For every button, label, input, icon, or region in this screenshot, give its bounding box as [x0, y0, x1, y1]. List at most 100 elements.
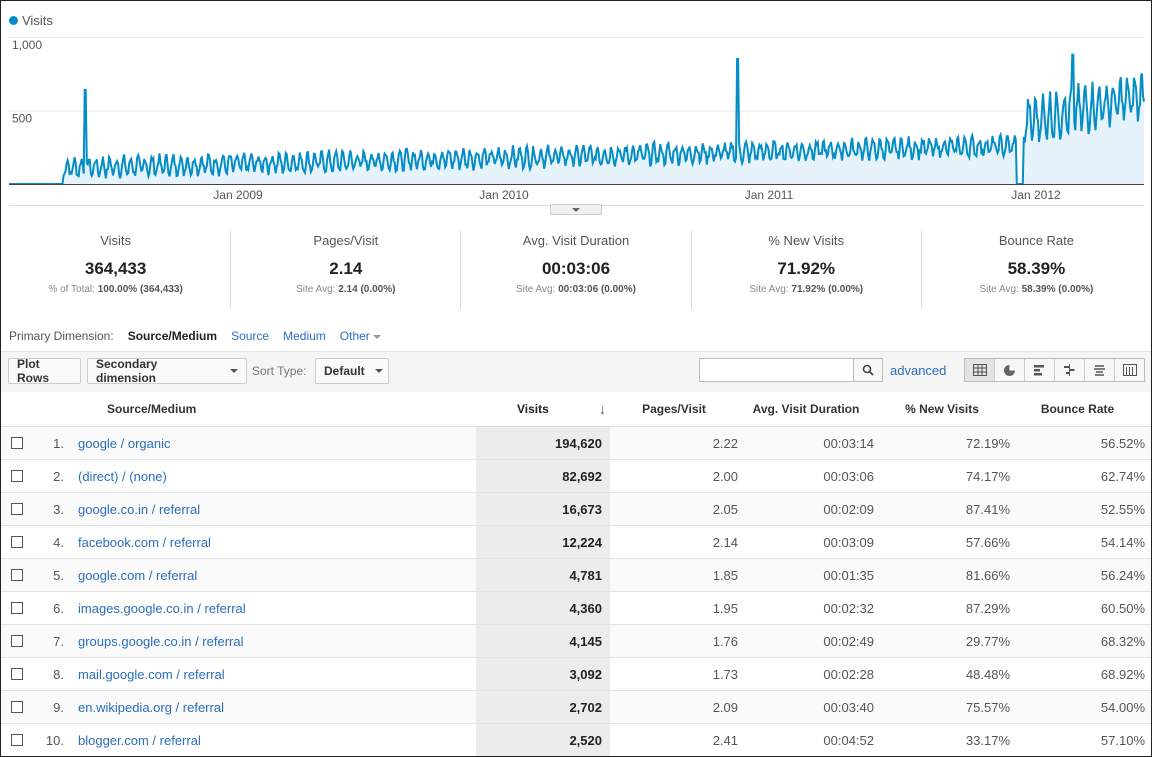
dimension-source-medium[interactable]: Source/Medium	[127, 329, 218, 343]
row-new-visits: 29.77%	[965, 633, 1010, 649]
row-checkbox-cell	[1, 734, 33, 746]
row-source-link[interactable]: facebook.com / referral	[78, 534, 211, 550]
row-new-visits: 75.57%	[965, 699, 1010, 715]
search-button[interactable]	[853, 358, 883, 382]
table-row: 7. groups.google.co.in / referral 4,145 1.7…	[1, 625, 1151, 658]
dimension-source[interactable]: Source	[231, 329, 270, 343]
header-new-visits[interactable]: % New Visits	[905, 402, 979, 416]
row-new-visits: 72.19%	[965, 435, 1010, 451]
row-new-visits: 33.17%	[965, 732, 1010, 748]
row-visits: 82,692	[476, 460, 610, 492]
row-source-link[interactable]: google.co.in / referral	[78, 501, 201, 517]
row-checkbox[interactable]	[11, 569, 23, 581]
chart-legend[interactable]: Visits	[9, 13, 53, 28]
scorecard-bounce-rate[interactable]: Bounce Rate 58.39% Site Avg: 58.39% (0.0…	[922, 231, 1151, 309]
row-bounce-rate: 52.55%	[1100, 501, 1145, 517]
scorecard-value: 71.92%	[777, 259, 836, 278]
row-new-visits: 48.48%	[965, 666, 1010, 682]
chart-collapse-handle[interactable]	[550, 204, 602, 215]
row-checkbox[interactable]	[11, 470, 23, 482]
row-checkbox-cell	[1, 569, 33, 581]
row-avg-duration: 00:02:09	[823, 501, 874, 517]
header-pages-visit[interactable]: Pages/Visit	[642, 402, 706, 416]
row-source-link[interactable]: google / organic	[78, 435, 171, 451]
scorecard-value: 364,433	[84, 259, 147, 278]
visits-chart-svg: 1,000 500 Jan 2009 Jan 2010 Jan 2011 Jan 2012	[9, 37, 1145, 206]
header-avg-duration[interactable]: Avg. Visit Duration	[752, 402, 860, 416]
row-new-visits: 74.17%	[965, 468, 1010, 484]
table-header: Source/Medium Visits ↓ Pages/Visit Avg. V…	[1, 392, 1151, 427]
primary-dimension-bar: Primary Dimension: Source/Medium Source …	[9, 329, 381, 343]
y-tick-label: 500	[12, 112, 32, 126]
pie-view-button[interactable]	[995, 359, 1025, 381]
table-view-button[interactable]	[965, 359, 995, 381]
row-source-link[interactable]: mail.google.com / referral	[78, 666, 225, 682]
sort-desc-icon: ↓	[599, 401, 606, 417]
row-index: 10.	[45, 732, 64, 748]
row-checkbox[interactable]	[11, 635, 23, 647]
row-checkbox[interactable]	[11, 734, 23, 746]
row-visits: 4,360	[476, 592, 610, 624]
scorecard-pages-visit[interactable]: Pages/Visit 2.14 Site Avg: 2.14 (0.00%)	[231, 231, 462, 309]
row-source-link[interactable]: google.com / referral	[78, 567, 198, 583]
row-visits: 2,702	[476, 691, 610, 723]
scorecard-avg-duration[interactable]: Avg. Visit Duration 00:03:06 Site Avg: 0…	[461, 231, 692, 309]
row-visits: 2,520	[476, 724, 610, 756]
pivot-view-button[interactable]	[1115, 359, 1144, 381]
visits-area	[9, 54, 1144, 184]
chevron-down-icon	[572, 207, 580, 212]
term-cloud-view-button[interactable]	[1085, 359, 1115, 381]
row-bounce-rate: 54.14%	[1100, 534, 1145, 550]
legend-label: Visits	[22, 13, 53, 28]
row-source-link[interactable]: en.wikipedia.org / referral	[78, 699, 224, 715]
scorecards: Visits 364,433 % of Total: 100.00% (364,…	[1, 231, 1151, 311]
row-index: 8.	[53, 666, 64, 682]
scorecard-sub: Site Avg: 71.92% (0.00%)	[749, 284, 864, 295]
dimension-medium[interactable]: Medium	[283, 329, 326, 343]
row-checkbox[interactable]	[11, 437, 23, 449]
row-new-visits: 57.66%	[965, 534, 1010, 550]
header-visits[interactable]: Visits ↓	[517, 401, 606, 417]
dimension-other[interactable]: Other	[340, 329, 381, 343]
scorecard-new-visits[interactable]: % New Visits 71.92% Site Avg: 71.92% (0.…	[692, 231, 922, 309]
scorecard-visits[interactable]: Visits 364,433 % of Total: 100.00% (364,…	[1, 231, 232, 309]
row-source-link[interactable]: images.google.co.in / referral	[78, 600, 246, 616]
comparison-view-button[interactable]	[1055, 359, 1085, 381]
row-checkbox[interactable]	[11, 536, 23, 548]
search-input[interactable]	[699, 358, 854, 382]
row-avg-duration: 00:03:06	[823, 468, 874, 484]
row-visits: 4,145	[476, 625, 610, 657]
row-avg-duration: 00:02:49	[823, 633, 874, 649]
row-index: 4.	[53, 534, 64, 550]
sort-type-dropdown[interactable]: Default	[315, 358, 389, 384]
row-checkbox-cell	[1, 635, 33, 647]
row-visits: 4,781	[476, 559, 610, 591]
table-row: 9. en.wikipedia.org / referral 2,702 2.09 00…	[1, 691, 1151, 724]
row-source-link[interactable]: blogger.com / referral	[78, 732, 201, 748]
row-checkbox[interactable]	[11, 701, 23, 713]
row-index: 3.	[53, 501, 64, 517]
row-bounce-rate: 56.52%	[1100, 435, 1145, 451]
secondary-dimension-dropdown[interactable]: Secondary dimension	[87, 357, 247, 385]
plot-rows-button[interactable]: Plot Rows	[8, 357, 81, 385]
row-pages-visit: 2.22	[712, 435, 738, 451]
legend-dot-icon	[9, 16, 18, 25]
scorecard-sub: Site Avg: 00:03:06 (0.00%)	[516, 284, 636, 295]
row-checkbox-cell	[1, 437, 33, 449]
x-tick-label: Jan 2012	[1011, 188, 1061, 202]
table-row: 3. google.co.in / referral 16,673 2.05 00:02…	[1, 493, 1151, 526]
header-source-medium[interactable]: Source/Medium	[107, 402, 197, 416]
header-bounce-rate[interactable]: Bounce Rate	[1040, 402, 1115, 416]
scorecard-label: Bounce Rate	[998, 233, 1074, 248]
row-source-link[interactable]: (direct) / (none)	[78, 468, 167, 484]
row-checkbox[interactable]	[11, 503, 23, 515]
performance-view-button[interactable]	[1025, 359, 1055, 381]
row-source-link[interactable]: groups.google.co.in / referral	[78, 633, 244, 649]
row-avg-duration: 00:03:09	[823, 534, 874, 550]
row-bounce-rate: 62.74%	[1100, 468, 1145, 484]
row-checkbox[interactable]	[11, 602, 23, 614]
advanced-filter-link[interactable]: advanced	[890, 363, 947, 378]
row-checkbox[interactable]	[11, 668, 23, 680]
row-checkbox-cell	[1, 470, 33, 482]
scorecard-value: 2.14	[329, 259, 363, 278]
